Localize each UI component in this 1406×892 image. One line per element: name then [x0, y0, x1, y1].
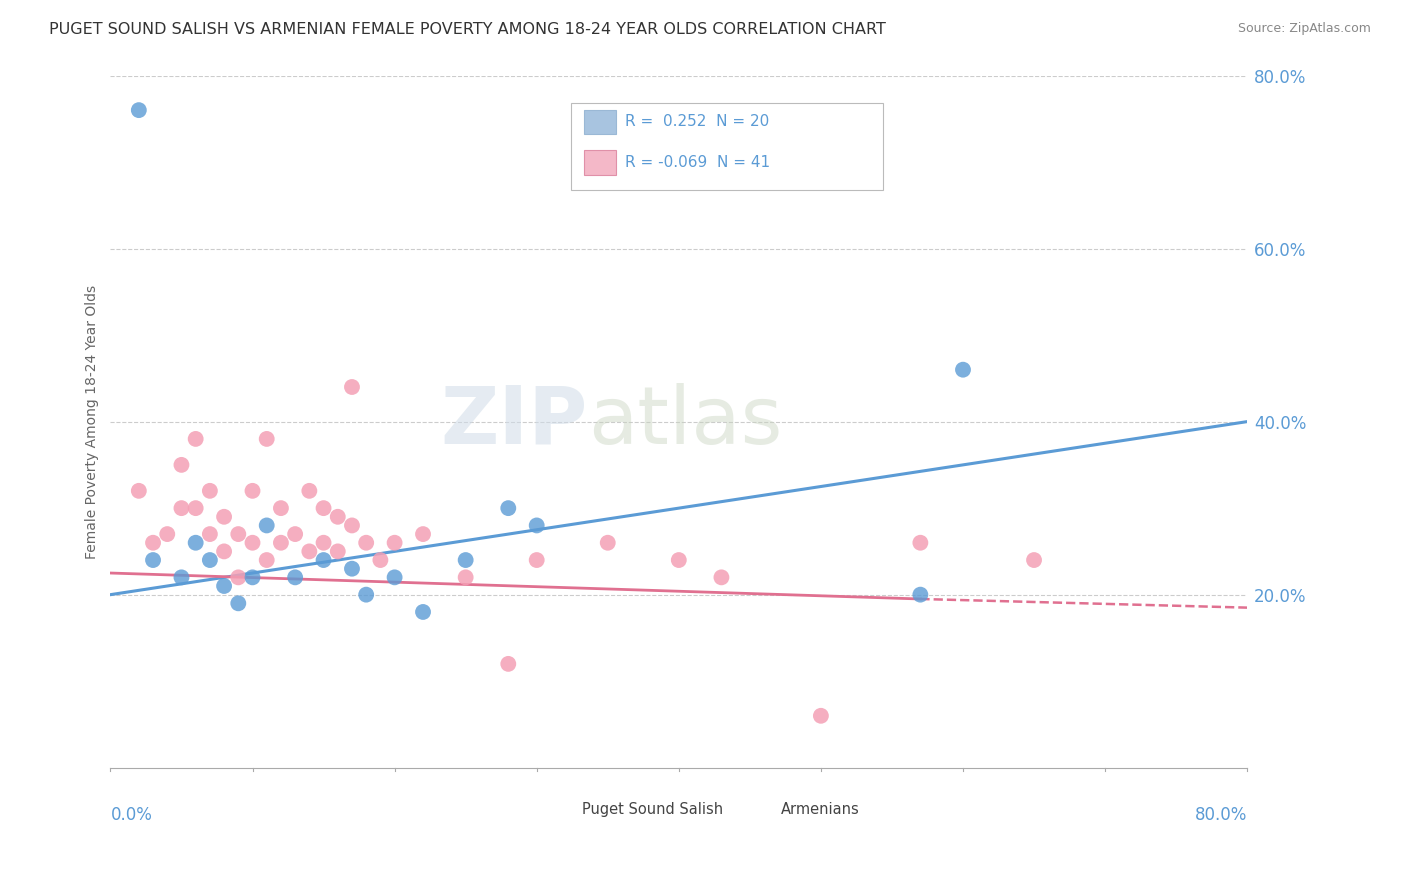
- Point: [596, 535, 619, 549]
- Point: [384, 535, 406, 549]
- FancyBboxPatch shape: [585, 110, 616, 135]
- Text: R = -0.069  N = 41: R = -0.069 N = 41: [626, 154, 770, 169]
- Text: Armenians: Armenians: [782, 802, 860, 817]
- Text: ZIP: ZIP: [440, 383, 588, 460]
- Point: [312, 501, 335, 516]
- Point: [142, 553, 165, 567]
- Point: [952, 362, 974, 376]
- Point: [198, 527, 221, 541]
- Point: [312, 535, 335, 549]
- Point: [298, 544, 321, 558]
- Point: [326, 544, 349, 558]
- Point: [170, 501, 193, 516]
- Point: [270, 535, 292, 549]
- Point: [312, 553, 335, 567]
- Point: [184, 535, 207, 549]
- Point: [710, 570, 733, 584]
- Text: 80.0%: 80.0%: [1195, 805, 1247, 824]
- Point: [256, 432, 278, 446]
- FancyBboxPatch shape: [747, 798, 775, 821]
- Point: [340, 518, 363, 533]
- Point: [212, 579, 235, 593]
- Point: [454, 570, 477, 584]
- Point: [184, 501, 207, 516]
- Point: [212, 544, 235, 558]
- Point: [156, 527, 179, 541]
- FancyBboxPatch shape: [585, 150, 616, 175]
- Point: [412, 605, 434, 619]
- Text: R =  0.252  N = 20: R = 0.252 N = 20: [626, 114, 769, 129]
- Point: [354, 588, 377, 602]
- Point: [212, 509, 235, 524]
- Point: [668, 553, 690, 567]
- Point: [910, 535, 932, 549]
- Point: [412, 527, 434, 541]
- Point: [198, 483, 221, 498]
- Text: Source: ZipAtlas.com: Source: ZipAtlas.com: [1237, 22, 1371, 36]
- Point: [298, 483, 321, 498]
- Point: [170, 458, 193, 472]
- Point: [242, 535, 264, 549]
- Point: [128, 103, 150, 117]
- Point: [910, 588, 932, 602]
- Point: [226, 570, 249, 584]
- Point: [226, 527, 249, 541]
- Text: 0.0%: 0.0%: [111, 805, 152, 824]
- Point: [354, 535, 377, 549]
- Point: [340, 562, 363, 576]
- Point: [226, 596, 249, 610]
- Point: [370, 553, 392, 567]
- Point: [526, 553, 548, 567]
- Point: [242, 570, 264, 584]
- Point: [142, 535, 165, 549]
- Text: PUGET SOUND SALISH VS ARMENIAN FEMALE POVERTY AMONG 18-24 YEAR OLDS CORRELATION : PUGET SOUND SALISH VS ARMENIAN FEMALE PO…: [49, 22, 886, 37]
- Point: [326, 509, 349, 524]
- Point: [242, 483, 264, 498]
- Point: [526, 518, 548, 533]
- Text: Puget Sound Salish: Puget Sound Salish: [582, 802, 723, 817]
- Point: [498, 501, 520, 516]
- Point: [340, 380, 363, 394]
- FancyBboxPatch shape: [571, 103, 883, 190]
- Point: [384, 570, 406, 584]
- Point: [256, 553, 278, 567]
- Point: [184, 432, 207, 446]
- Point: [270, 501, 292, 516]
- Text: atlas: atlas: [588, 383, 782, 460]
- Point: [284, 570, 307, 584]
- Point: [256, 518, 278, 533]
- Point: [498, 657, 520, 671]
- Point: [1022, 553, 1045, 567]
- Point: [170, 570, 193, 584]
- Y-axis label: Female Poverty Among 18-24 Year Olds: Female Poverty Among 18-24 Year Olds: [86, 285, 100, 558]
- FancyBboxPatch shape: [548, 798, 575, 821]
- Point: [454, 553, 477, 567]
- Point: [284, 527, 307, 541]
- Point: [810, 708, 832, 723]
- Point: [198, 553, 221, 567]
- Point: [128, 483, 150, 498]
